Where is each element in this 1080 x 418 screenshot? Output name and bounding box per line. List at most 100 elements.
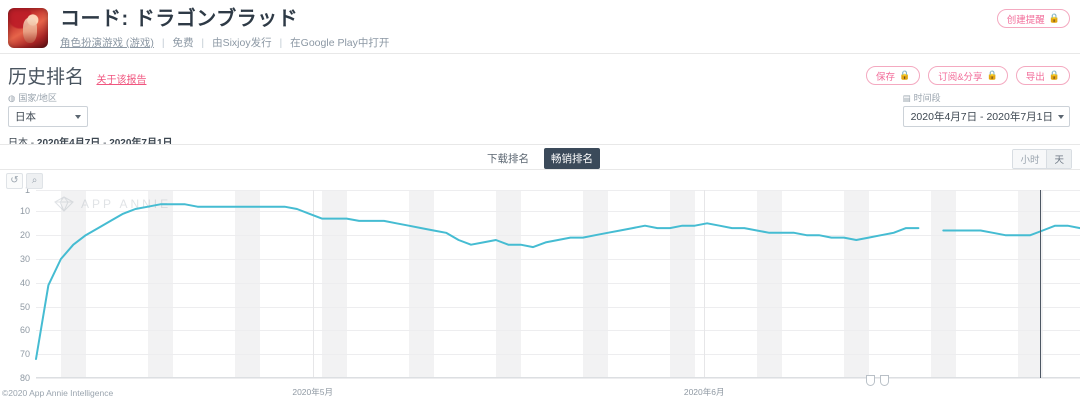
rank-line-series <box>35 203 1080 360</box>
export-label: 导出 <box>1025 71 1045 83</box>
subscribe-share-button[interactable]: 订阅&分享 🔒 <box>928 66 1008 85</box>
gridline <box>36 378 1080 379</box>
page-title: 历史排名 <box>8 67 85 88</box>
gridline <box>36 190 1080 191</box>
create-alert-label: 创建提醒 <box>1006 14 1045 26</box>
subtitle-separator-3: | <box>279 37 283 49</box>
date-range-select[interactable]: 2020年4月7日 - 2020年7月1日 <box>902 106 1070 127</box>
zoom-select-icon[interactable]: ⌕ <box>26 173 43 189</box>
country-label-text: 国家/地区 <box>18 93 57 103</box>
x-axis-tick: 2020年5月 <box>292 387 333 397</box>
chevron-down-icon <box>75 114 81 119</box>
weekend-band <box>930 190 956 378</box>
gridline <box>36 306 1080 308</box>
month-gridline <box>312 190 314 378</box>
app-title: コード: ドラゴンブラッド <box>60 8 299 30</box>
month-gridline <box>704 190 706 378</box>
export-button[interactable]: 导出 🔒 <box>1015 66 1070 85</box>
date-range-value: 2020年4月7日 - 2020年7月1日 <box>910 111 1053 123</box>
save-label: 保存 <box>875 71 895 83</box>
weekend-band <box>669 190 695 378</box>
weekend-band <box>408 190 434 378</box>
save-button[interactable]: 保存 🔒 <box>865 66 921 85</box>
about-report-link[interactable]: 关于该报告 <box>96 75 147 86</box>
filter-bar: ◍ 国家/地区 日本 日本 - 2020年4月7日 - 2020年7月1日 ▤ … <box>0 90 1080 149</box>
range-summary-country: 日本 <box>8 138 28 149</box>
granularity-day[interactable]: 天 <box>1046 150 1071 168</box>
range-summary-start: 2020年4月7日 <box>37 138 100 149</box>
y-axis-tick: 20 <box>19 230 30 241</box>
create-alert-button[interactable]: 创建提醒 🔒 <box>996 9 1070 28</box>
x-axis-labels: 2020年5月 2020年6月 <box>36 382 1080 400</box>
weekend-band <box>60 190 86 378</box>
rank-line-segment-1 <box>35 203 920 360</box>
gridline <box>36 282 1080 284</box>
gridline <box>36 235 1080 237</box>
app-header: コード: ドラゴンブラッド 角色扮演游戏 (游戏) | 免费 | 由Sixjoy… <box>0 0 1080 54</box>
range-summary: 日本 - 2020年4月7日 - 2020年7月1日 <box>8 134 1070 149</box>
app-subtitle: 角色扮演游戏 (游戏) | 免费 | 由Sixjoy发行 | 在Google P… <box>60 36 389 50</box>
y-axis-tick: 1 <box>24 185 30 195</box>
range-handle-left <box>866 375 875 386</box>
globe-icon: ◍ <box>8 93 16 103</box>
chart-plot-area[interactable]: APP ANNIE <box>35 190 1080 379</box>
country-select[interactable]: 日本 <box>8 106 88 127</box>
date-filter-label: ▤ 时间段 <box>903 92 1070 104</box>
weekend-band <box>756 190 782 378</box>
weekend-band <box>147 190 173 378</box>
weekend-band <box>582 190 608 378</box>
copyright-text: ©2020 App Annie Intelligence <box>2 388 114 398</box>
weekend-band <box>321 190 347 378</box>
lock-icon: 🔒 <box>1048 13 1060 23</box>
range-handle-right <box>880 375 889 386</box>
range-summary-dash-1: - <box>31 138 34 149</box>
reset-zoom-icon[interactable]: ↺ <box>6 173 23 189</box>
report-actions: 保存 🔒 订阅&分享 🔒 导出 🔒 <box>865 66 1070 85</box>
header-actions: 创建提醒 🔒 <box>996 9 1070 28</box>
app-publisher: 由Sixjoy发行 <box>212 37 272 49</box>
y-axis-tick: 30 <box>19 254 30 264</box>
app-price: 免费 <box>172 37 194 49</box>
calendar-icon: ▤ <box>902 93 911 103</box>
subtitle-separator-2: | <box>201 37 205 49</box>
app-category-link[interactable]: 角色扮演游戏 (游戏) <box>60 37 154 49</box>
date-range-filter: ▤ 时间段 2020年4月7日 - 2020年7月1日 <box>902 92 1070 127</box>
chevron-down-icon <box>1058 114 1064 119</box>
weekend-band <box>1017 190 1043 378</box>
subscribe-share-label: 订阅&分享 <box>938 71 983 83</box>
range-summary-end: 2020年7月1日 <box>109 138 172 149</box>
report-header: 历史排名 关于该报告 保存 🔒 订阅&分享 🔒 导出 🔒 <box>0 54 1080 90</box>
tab-download-rank[interactable]: 下载排名 <box>487 153 529 165</box>
x-axis-line <box>36 377 1080 378</box>
weekend-band <box>843 190 869 378</box>
y-axis-tick: 50 <box>19 301 30 312</box>
x-axis-tick: 2020年6月 <box>683 387 725 397</box>
lock-icon: 🔒 <box>898 70 911 80</box>
app-meta: コード: ドラゴンブラッド 角色扮演游戏 (游戏) | 免费 | 由Sixjoy… <box>60 6 389 50</box>
date-label-text: 时间段 <box>913 93 941 103</box>
granularity-toggle: 小时 天 <box>1012 149 1072 169</box>
range-summary-dash-2: - <box>103 138 106 149</box>
app-store-link[interactable]: 在Google Play中打开 <box>290 37 390 49</box>
y-axis-tick: 40 <box>19 277 30 288</box>
chart-crosshair <box>1040 190 1041 378</box>
country-filter-label: ◍ 国家/地区 <box>8 92 1070 104</box>
gridline <box>36 259 1080 260</box>
gridline <box>36 211 1080 213</box>
granularity-hour[interactable]: 小时 <box>1013 150 1047 168</box>
app-icon <box>8 8 48 48</box>
subtitle-separator-1: | <box>161 37 165 49</box>
country-select-value: 日本 <box>15 111 36 123</box>
lock-icon: 🔒 <box>986 70 998 80</box>
chart-tab-bar: 下载排名 畅销排名 小时 天 <box>0 144 1080 170</box>
y-axis-labels: 1 10 20 30 40 50 60 70 80 <box>0 185 30 383</box>
y-axis-tick: 60 <box>19 325 30 336</box>
weekend-band <box>234 190 260 378</box>
chart-tools: ↺ ⌕ <box>6 173 43 189</box>
gridline <box>36 354 1080 356</box>
tab-grossing-rank[interactable]: 畅销排名 <box>544 148 600 169</box>
gridline <box>36 330 1080 332</box>
lock-icon: 🔒 <box>1048 70 1060 80</box>
y-axis-tick: 80 <box>19 373 30 383</box>
